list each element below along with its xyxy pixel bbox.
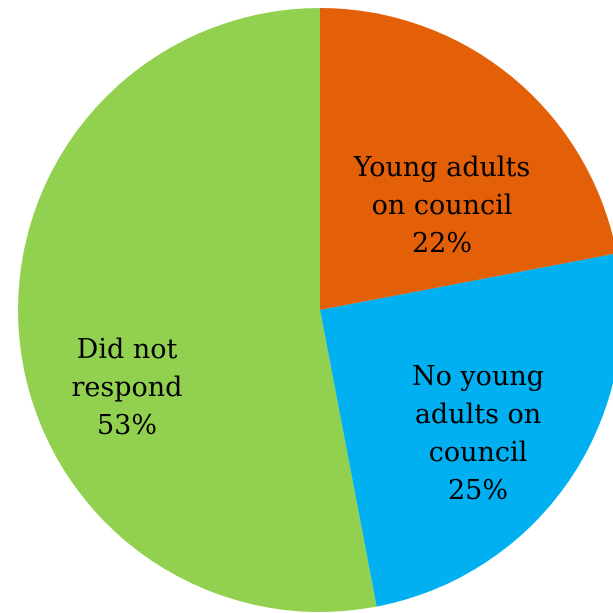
data-label-line: Young adults bbox=[353, 152, 531, 183]
pie-slices bbox=[17, 8, 613, 612]
data-label-line: Did not bbox=[77, 334, 178, 365]
pie-labels: Young adults on council 22% No young adults … bbox=[72, 152, 545, 506]
data-label-line: on council bbox=[372, 190, 513, 221]
data-label-young-adults-on-council: Young adults on council 22% bbox=[353, 152, 531, 259]
data-label-line: 25% bbox=[448, 475, 508, 506]
data-label-no-young-adults-on-council: No young adults on council 25% bbox=[412, 361, 544, 506]
data-label-line: respond bbox=[72, 372, 183, 403]
data-label-line: adults on bbox=[415, 399, 541, 430]
data-label-line: 53% bbox=[97, 410, 157, 441]
pie-slice-young-adults-on-council bbox=[320, 8, 613, 310]
data-label-line: council bbox=[429, 437, 528, 468]
data-label-line: No young bbox=[412, 361, 544, 392]
data-label-did-not-respond: Did not respond 53% bbox=[72, 334, 183, 441]
data-label-line: 22% bbox=[412, 228, 472, 259]
pie-slice-did-not-respond bbox=[17, 8, 377, 612]
pie-slice-no-young-adults-on-council bbox=[320, 254, 613, 607]
